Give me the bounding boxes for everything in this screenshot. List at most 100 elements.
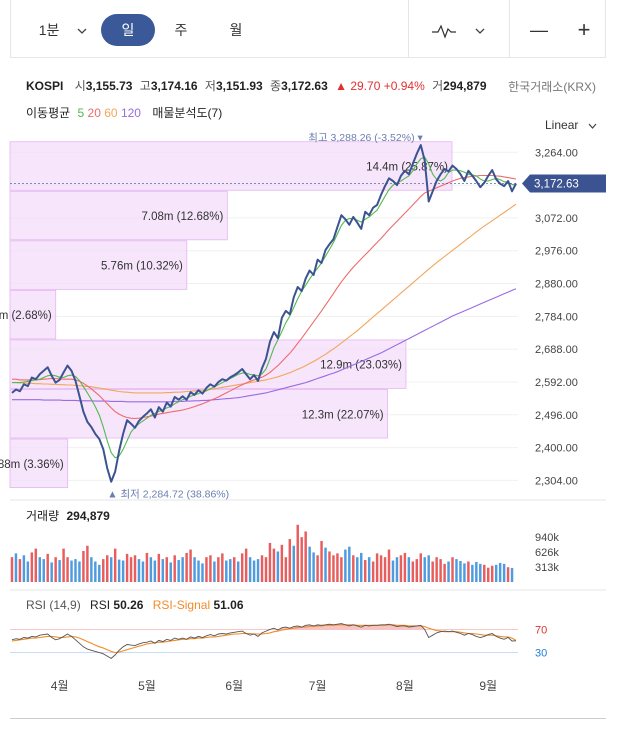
volume-bar <box>256 559 260 582</box>
volume-bar <box>86 545 89 582</box>
volume-bar <box>30 552 34 582</box>
y-tick-label: 3,264.00 <box>535 147 578 159</box>
volume-profile-label: 1.88m (3.36%) <box>0 459 64 471</box>
price-line <box>11 144 517 483</box>
y-tick-label: 2,976.00 <box>535 246 578 258</box>
volume-bar <box>102 559 105 582</box>
volume-bar <box>360 552 363 582</box>
volume-bar <box>276 551 280 582</box>
current-price-tag <box>522 174 606 193</box>
volume-bar <box>197 560 200 582</box>
volume-bar <box>494 564 498 582</box>
volume-bar <box>94 561 97 582</box>
volume-bar <box>312 552 315 582</box>
volume-profile-bar <box>9 190 228 241</box>
volume-bar <box>419 553 422 582</box>
volume-bar <box>205 557 208 582</box>
rsi-overbought-area <box>12 623 516 630</box>
rsi-params: RSI (14,9) <box>26 598 81 612</box>
volume-bar <box>185 552 188 582</box>
volume-bar <box>90 557 93 582</box>
volume-bar <box>348 546 351 582</box>
ma120-label: 120 <box>120 106 141 120</box>
tab-day[interactable]: 일 <box>101 14 155 46</box>
volume-bar <box>475 561 478 582</box>
volume-bar <box>463 563 466 582</box>
volume-profile-bar <box>9 141 453 191</box>
volume-bar <box>125 553 129 582</box>
volume-bar <box>244 548 248 582</box>
toolbar-divider <box>509 0 510 58</box>
x-tick-label: 4월 <box>51 679 69 693</box>
volume-bar <box>54 557 57 582</box>
index-name: KOSPI <box>26 79 64 93</box>
volume-bar <box>332 555 335 582</box>
x-tick-label: 5월 <box>138 679 156 693</box>
y-tick-label: 2,784.00 <box>535 311 578 323</box>
rsi-y-tick: 30 <box>535 648 547 660</box>
y-tick-label: 3,072.00 <box>535 213 578 225</box>
volume-bar <box>229 559 232 582</box>
volume-bar <box>157 553 161 582</box>
volume-bar <box>240 553 244 582</box>
volume-bar <box>213 561 216 582</box>
volume-bar <box>133 555 137 582</box>
volume-bar <box>304 531 307 582</box>
volume-bar <box>165 557 168 582</box>
volume-bar <box>356 557 359 582</box>
volume-bar <box>423 557 426 582</box>
open-label: 시 <box>74 79 86 93</box>
y-tick-label: 2,592.00 <box>535 377 578 389</box>
volume-bar <box>153 560 157 582</box>
change-value: ▲ 29.70 <box>335 79 381 93</box>
ma60-label: 60 <box>104 106 118 120</box>
open-value: 3,155.73 <box>85 79 133 93</box>
toolbar-divider <box>408 0 409 58</box>
scale-dropdown[interactable]: Linear <box>545 118 597 132</box>
interval-1m-dropdown[interactable]: 1분 <box>33 14 93 46</box>
rsi-signal-line <box>11 624 517 654</box>
volume-profile-label: 14.4m (25.87%) <box>366 161 448 173</box>
volume-bar <box>490 565 494 582</box>
volume-bar <box>58 560 61 582</box>
y-tick-label: 2,496.00 <box>535 410 578 422</box>
chart-type-dropdown[interactable] <box>423 14 493 46</box>
zoom-out-button[interactable]: — <box>521 14 557 46</box>
volume-bar <box>399 555 403 582</box>
volume-bar <box>236 561 240 582</box>
volume-bar <box>18 559 22 582</box>
tab-week[interactable]: 주 <box>156 14 206 46</box>
high-value: 3,174.16 <box>150 79 198 93</box>
volume-bar <box>447 561 450 582</box>
ma20-line <box>12 174 517 420</box>
volume-profile-label[interactable]: 매물분석도(7) <box>152 106 223 120</box>
volume-bar <box>264 557 268 582</box>
tab-month-label: 월 <box>229 22 243 38</box>
volume-bar <box>324 547 327 582</box>
volume-bar <box>137 559 141 582</box>
volume-bar <box>471 564 474 582</box>
volume-bar <box>375 553 379 582</box>
volume-bar <box>498 562 502 582</box>
zoom-in-button[interactable]: + <box>569 14 599 46</box>
volume-bar <box>407 557 411 582</box>
volume-bar <box>320 540 323 582</box>
volume-bar <box>487 567 490 582</box>
volume-bar <box>161 559 165 582</box>
chevron-down-icon <box>588 118 597 132</box>
volume-bar <box>316 555 319 582</box>
change-pct: +0.94% <box>383 79 425 93</box>
volume-profile-label: 12.9m (23.03%) <box>320 360 402 372</box>
volume-bar <box>284 557 288 582</box>
x-tick-label: 8월 <box>396 679 414 693</box>
volume-bar <box>10 557 14 582</box>
tab-month[interactable]: 월 <box>211 14 261 46</box>
moving-average-label[interactable]: 이동평균 <box>26 106 71 120</box>
volume-bar <box>22 555 26 582</box>
volume-bar <box>443 563 446 582</box>
volume-title-label: 거래량 <box>26 509 60 523</box>
volume-bar <box>193 557 196 582</box>
volume-bar <box>451 557 454 582</box>
volume-profile-label: 12.3m (22.07%) <box>302 409 384 421</box>
